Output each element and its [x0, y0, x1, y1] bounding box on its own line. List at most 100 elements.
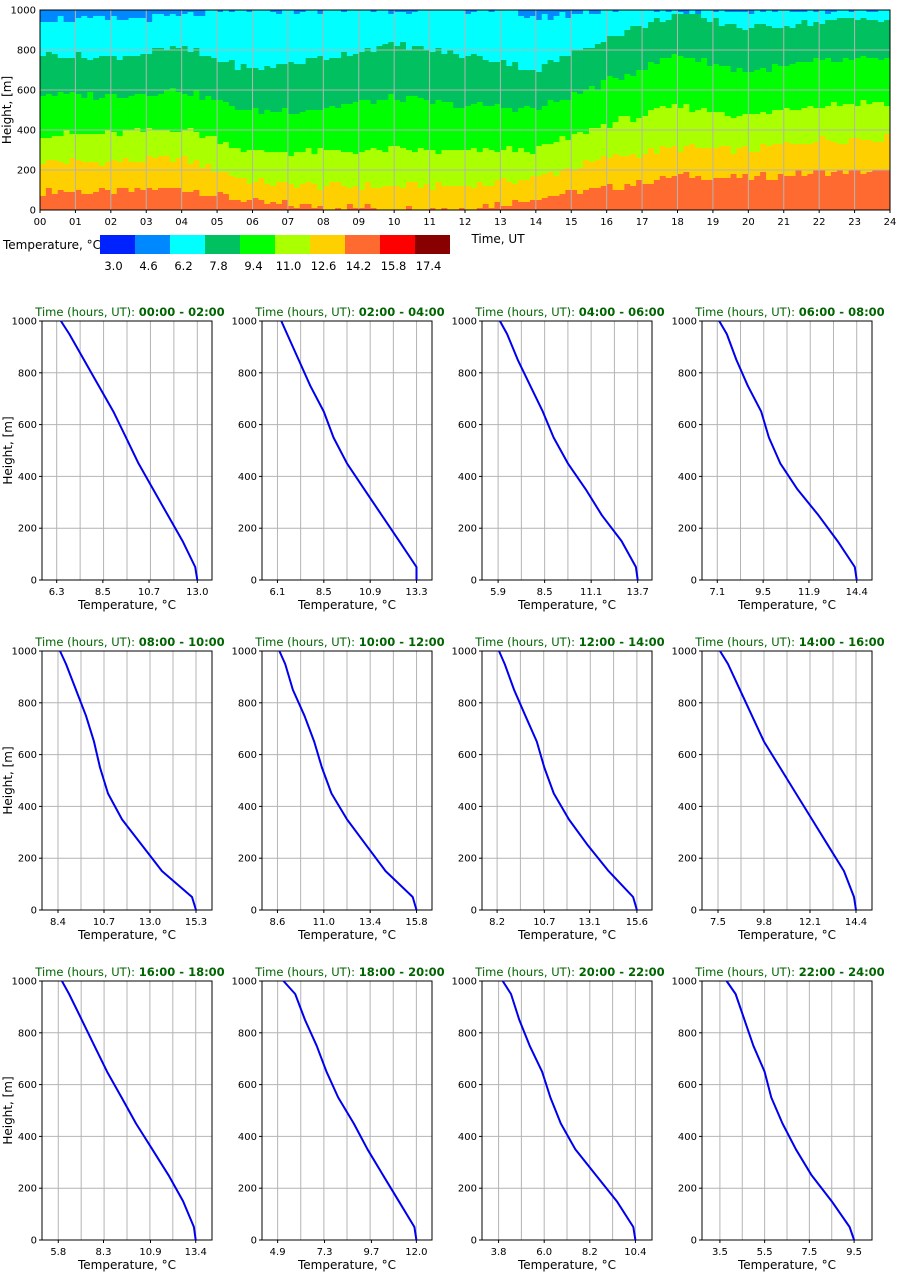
- x-tick-label: 3.5: [712, 1247, 728, 1258]
- y-tick-label: 800: [678, 1028, 697, 1039]
- heatmap-cell: [305, 148, 312, 182]
- heatmap-cell: [482, 10, 490, 60]
- heatmap-cell: [470, 148, 478, 188]
- panel-title: Time (hours, UT): 08:00 - 10:00: [34, 635, 224, 649]
- heatmap-cell: [169, 162, 177, 188]
- heatmap-cell: [594, 188, 602, 210]
- heatmap-cell: [51, 194, 59, 210]
- y-tick-label: 800: [238, 1028, 257, 1039]
- heatmap-cell: [553, 62, 560, 102]
- heatmap-cell: [541, 64, 549, 106]
- x-axis-label: Temperature, °C: [297, 1258, 396, 1272]
- x-tick-label: 5.8: [50, 1247, 66, 1258]
- heatmap-cell: [146, 22, 153, 54]
- panel-frame: [701, 980, 873, 1241]
- heatmap-cell: [140, 18, 147, 54]
- heatmap-cell: [825, 140, 832, 176]
- heatmap-cell: [807, 10, 814, 26]
- heatmap-cell: [842, 144, 850, 174]
- heatmap-cell: [583, 134, 590, 160]
- heatmap-cell: [299, 10, 307, 12]
- heatmap-cell: [258, 114, 265, 150]
- heatmap-cell: [612, 78, 619, 122]
- heatmap-cell: [848, 12, 855, 18]
- heatmap-cell: [146, 188, 153, 210]
- heatmap-cell: [819, 136, 826, 170]
- heatmap-cell: [152, 158, 159, 190]
- profile-panel: Time (hours, UT): 10:00 - 12:00 0 200 400 60…: [232, 635, 445, 942]
- heatmap-cell: [500, 60, 507, 108]
- heatmap-cell: [205, 196, 212, 210]
- heatmap-cell: [40, 164, 47, 196]
- x-tick-label: 5.5: [757, 1247, 773, 1258]
- heatmap-cell: [175, 16, 183, 48]
- heatmap-cell: [766, 146, 773, 180]
- heatmap-cell: [606, 158, 613, 184]
- heatmap-cell: [842, 18, 850, 58]
- panel-title: Time (hours, UT): 00:00 - 02:00: [34, 305, 224, 319]
- panel-title-prefix: Time (hours, UT):: [474, 305, 578, 319]
- heatmap-cell: [453, 186, 460, 210]
- heatmap-cell: [75, 134, 82, 160]
- legend-value: 4.6: [139, 259, 157, 273]
- heatmap-cell: [819, 108, 826, 136]
- heatmap-cell: [577, 14, 584, 50]
- y-tick-label: 400: [678, 1132, 697, 1143]
- y-tick-label: 0: [691, 576, 697, 587]
- x-tick-label: 18: [671, 217, 684, 228]
- y-tick-label: 0: [691, 906, 697, 917]
- heatmap-cell: [559, 56, 566, 100]
- heatmap-cell: [630, 186, 637, 210]
- heatmap-cell: [476, 102, 484, 152]
- heatmap-cell: [465, 150, 472, 186]
- heatmap-cell: [683, 104, 690, 146]
- x-tick-label: 20: [742, 217, 755, 228]
- profile-panel: Time (hours, UT): 00:00 - 02:00 0 200 400 60…: [1, 305, 225, 612]
- heatmap-cell: [476, 10, 484, 56]
- heatmap-cell: [813, 170, 820, 210]
- heatmap-cell: [854, 138, 861, 170]
- heatmap-cell: [470, 12, 478, 54]
- heatmap-cell: [884, 106, 891, 134]
- temperature-profile-line: [280, 320, 418, 580]
- heatmap-cell: [718, 178, 726, 210]
- heatmap-cell: [152, 10, 159, 14]
- heatmap-cell: [187, 52, 194, 96]
- heatmap-cell: [860, 100, 867, 140]
- heatmap-cell: [488, 62, 495, 106]
- heatmap-cell: [69, 22, 76, 58]
- heatmap-cell: [282, 152, 289, 182]
- temperature-profile-line: [501, 980, 637, 1241]
- heatmap-cell: [441, 10, 448, 54]
- heatmap-cell: [323, 10, 330, 60]
- heatmap-cell: [370, 104, 377, 148]
- temperature-profile-line: [60, 320, 199, 581]
- x-tick-label: 09: [352, 217, 365, 228]
- heatmap-cell: [181, 94, 188, 130]
- x-tick-label: 10.4: [624, 1247, 646, 1258]
- heatmap-cell: [529, 16, 537, 70]
- heatmap-cell: [819, 24, 826, 60]
- x-tick-label: 06: [246, 217, 259, 228]
- heatmap-cell: [411, 96, 419, 152]
- heatmap-cell: [512, 10, 519, 62]
- heatmap-cell: [807, 62, 814, 106]
- heatmap-cell: [771, 144, 779, 180]
- heatmap-cell: [777, 110, 785, 144]
- heatmap-cell: [494, 62, 501, 104]
- heatmap-cell: [718, 146, 726, 178]
- y-tick-label: 200: [678, 1184, 697, 1195]
- heatmap-cell: [547, 100, 554, 144]
- heatmap-cell: [642, 154, 649, 184]
- heatmap-cell: [600, 80, 608, 124]
- y-tick-label: 400: [17, 126, 36, 137]
- heatmap-cell: [624, 116, 631, 156]
- heatmap-cell: [240, 110, 247, 152]
- heatmap-cell: [689, 14, 696, 58]
- heatmap-cell: [783, 142, 791, 176]
- heatmap-cell: [81, 134, 88, 162]
- x-tick-label: 12.1: [799, 917, 821, 928]
- heatmap-cell: [565, 56, 572, 100]
- heatmap-cell: [689, 178, 696, 210]
- heatmap-cell: [417, 188, 425, 210]
